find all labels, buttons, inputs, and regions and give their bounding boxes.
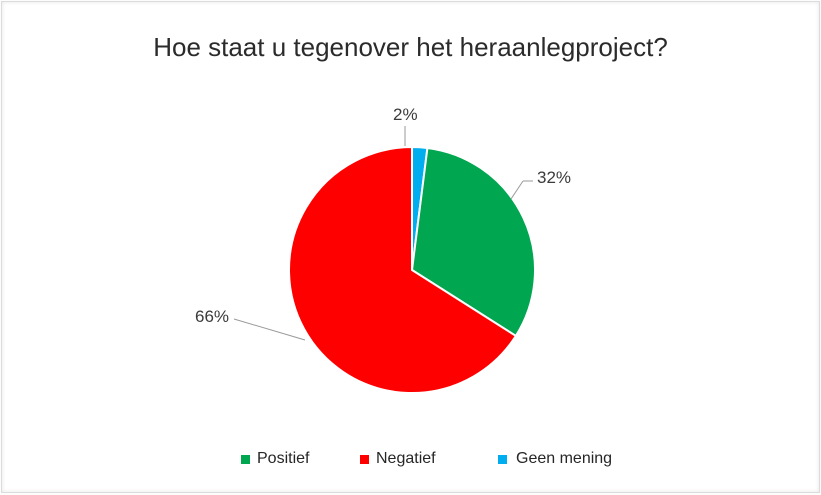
- svg-text:32%: 32%: [537, 168, 571, 187]
- svg-text:66%: 66%: [195, 307, 229, 326]
- svg-text:2%: 2%: [393, 105, 418, 124]
